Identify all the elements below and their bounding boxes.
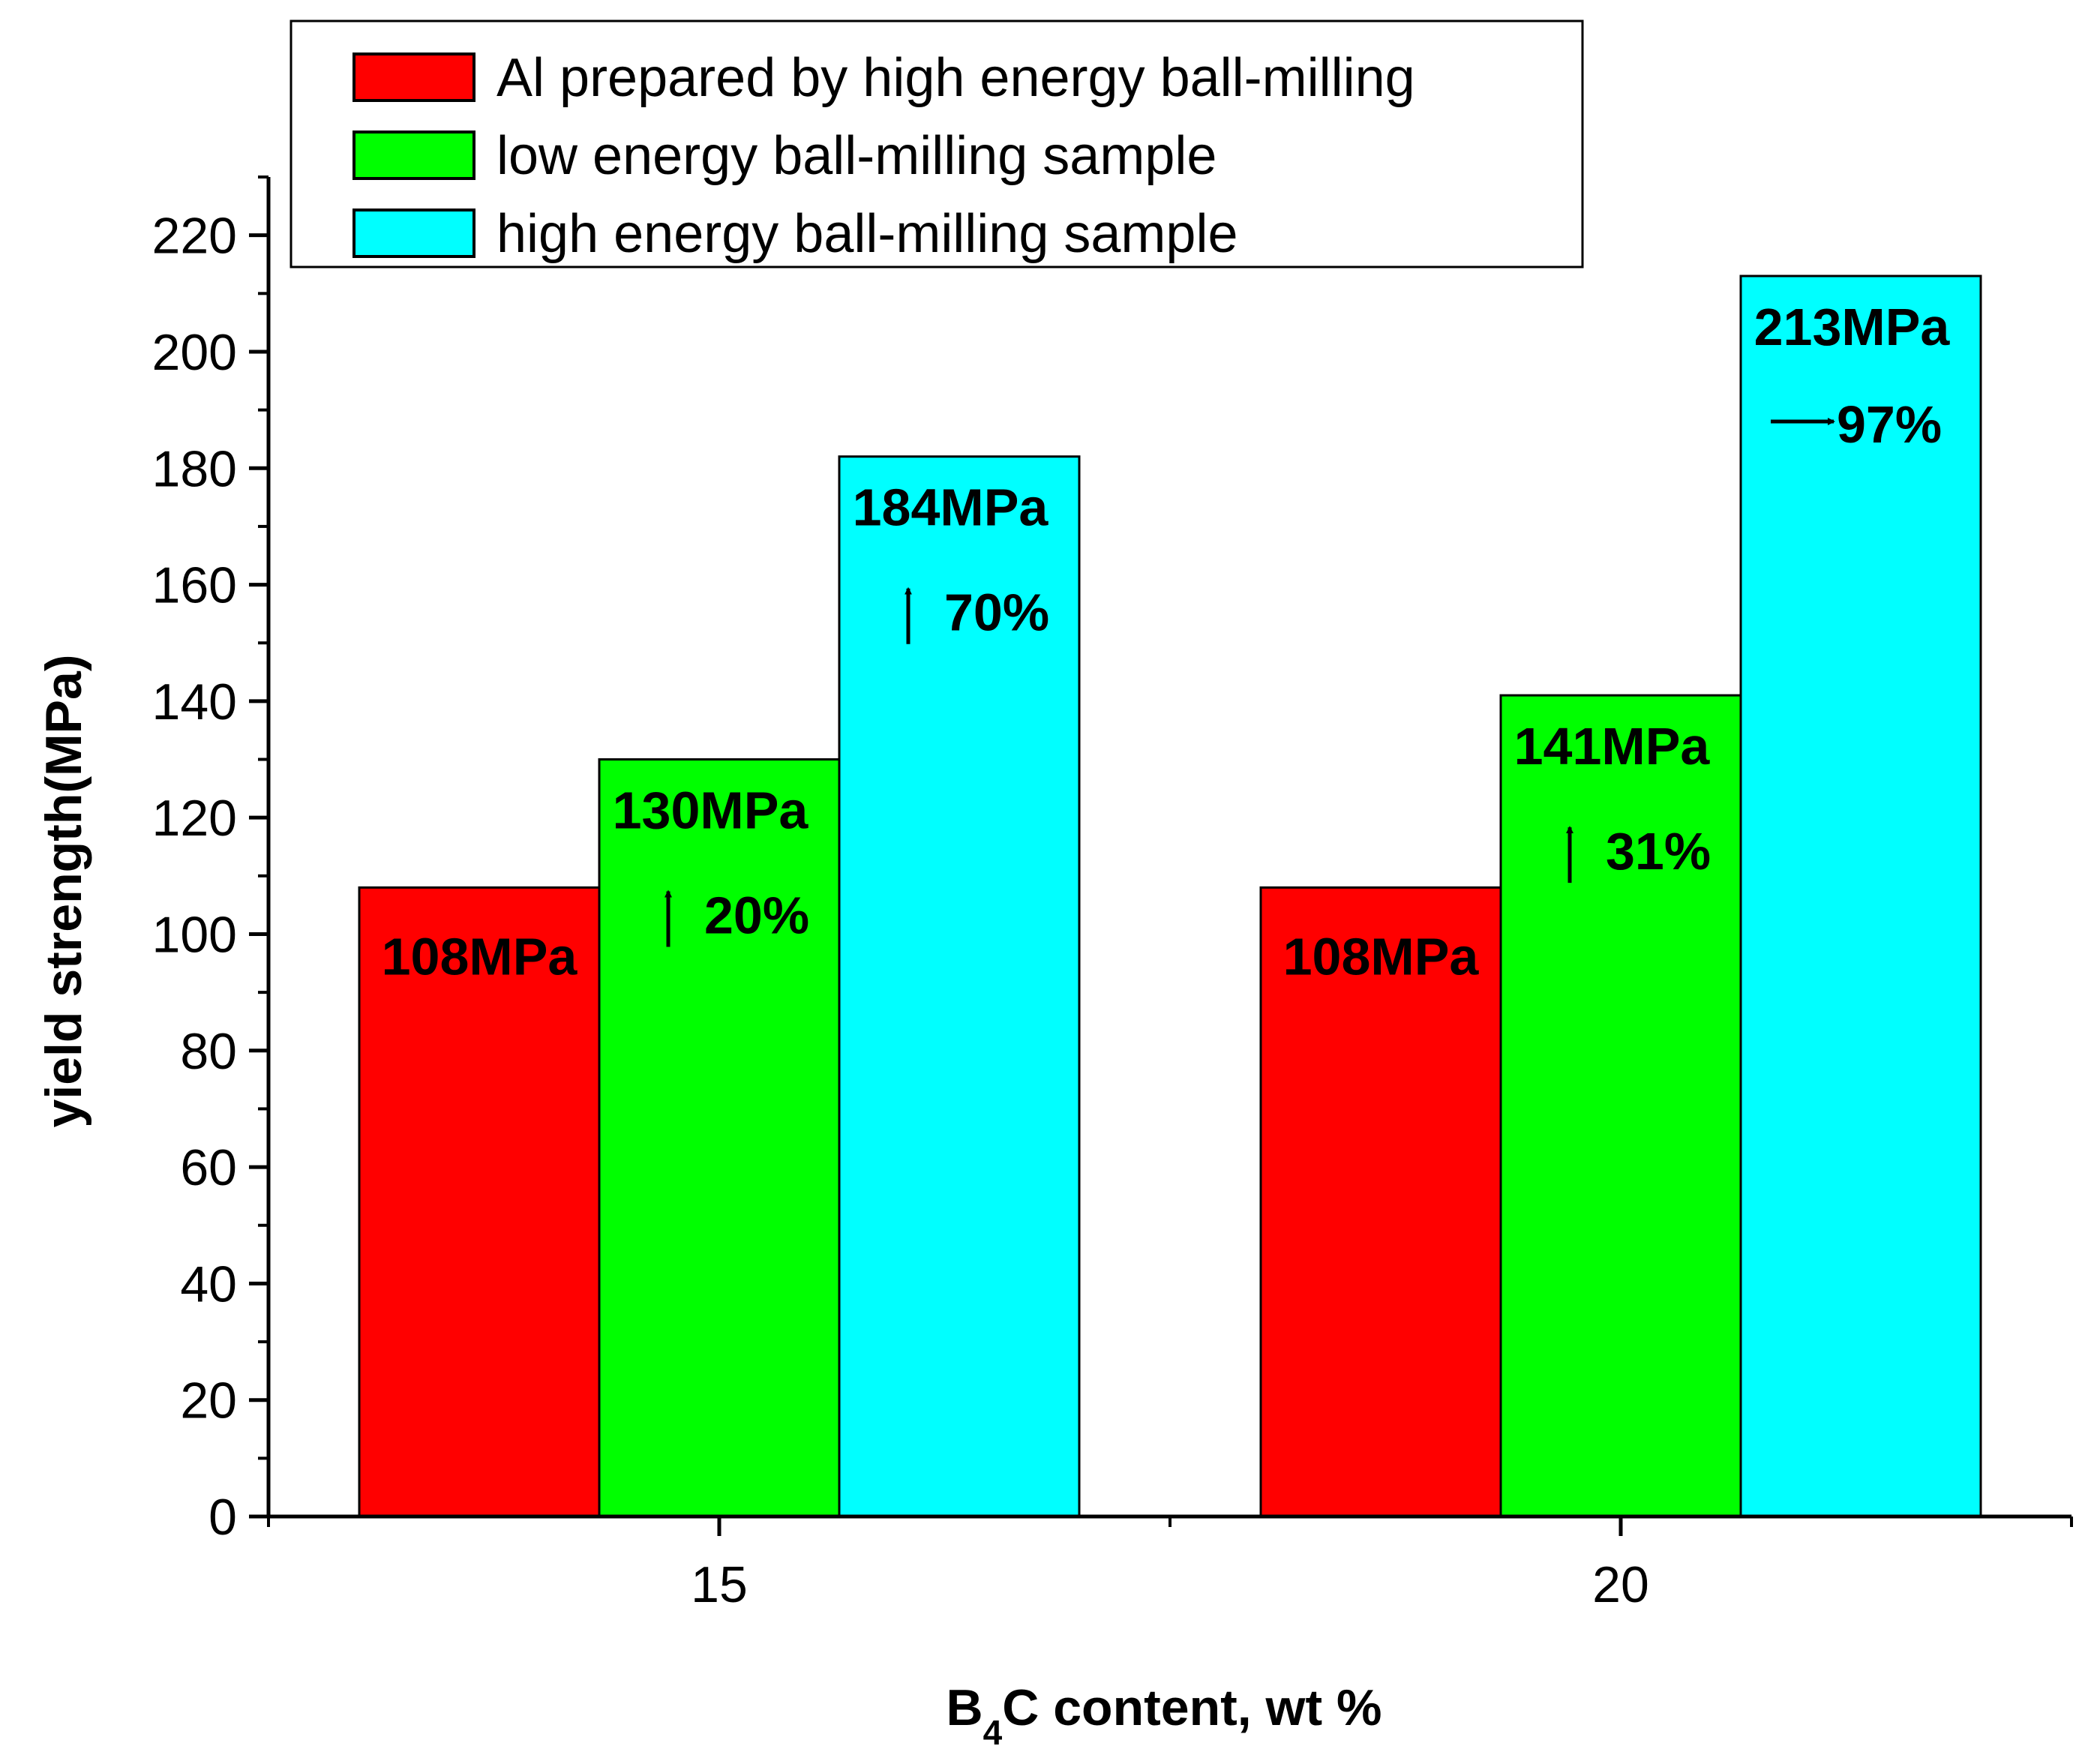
value-label: 108MPa [382,927,578,986]
change-label: 31% [1606,822,1711,880]
bar-15-series-1 [358,886,601,1518]
bar-20-series-3 [1739,274,1982,1518]
y-tick-label: 180 [152,440,237,497]
legend-swatch [352,208,476,258]
legend-swatch [352,52,476,102]
y-tick-label: 220 [152,208,237,265]
value-label: 108MPa [1283,927,1480,986]
x-axis-title-base: B [946,1679,983,1736]
y-tick-label: 120 [152,790,237,847]
legend-swatch [352,130,476,180]
value-label: 141MPa [1514,717,1711,776]
legend-box [290,20,1584,268]
legend: Al prepared by high energy ball-milling l… [290,20,1584,268]
bar-20-series-1 [1259,886,1502,1518]
legend-label: Al prepared by high energy ball-milling [496,48,1415,108]
axes-layer: 0 20 40 60 80 100 120 140 160 180 200 220 15 20 [152,176,2073,1613]
y-tick-label: 60 [180,1139,237,1196]
labels-layer: 108MPa 130MPa 20% 184MPa 70% 108MPa 141MPa 31% 2… [382,298,1951,986]
x-axis-title-subscript: 4 [983,1713,1003,1752]
change-label: 70% [944,584,1049,642]
value-label: 213MPa [1754,298,1951,356]
x-tick-label: 15 [691,1556,748,1613]
change-label: 20% [704,886,809,945]
change-label: 97% [1837,395,1942,454]
y-tick-label: 200 [152,324,237,381]
legend-label: low energy ball-milling sample [496,126,1216,186]
y-axis-title: yield strength(MPa) [35,655,92,1128]
y-tick-label: 40 [180,1256,237,1312]
y-tick-label: 160 [152,557,237,614]
y-tick-label: 80 [180,1023,237,1080]
x-axis-title: B4C content, wt % [946,1679,1382,1752]
y-tick-label: 20 [180,1372,237,1430]
y-tick-label: 100 [152,906,237,963]
bar-15-series-3 [838,455,1081,1518]
x-axis-title-rest: C content, wt % [1002,1679,1382,1736]
value-label: 184MPa [853,478,1049,537]
bars-layer [358,274,1982,1518]
y-tick-label: 140 [152,674,237,730]
bar-20-series-2 [1499,694,1742,1518]
bar-15-series-2 [598,758,841,1518]
y-tick-label: 0 [208,1489,237,1546]
value-label: 130MPa [613,782,809,840]
legend-label: high energy ball-milling sample [496,204,1238,264]
x-tick-label: 20 [1592,1556,1649,1613]
